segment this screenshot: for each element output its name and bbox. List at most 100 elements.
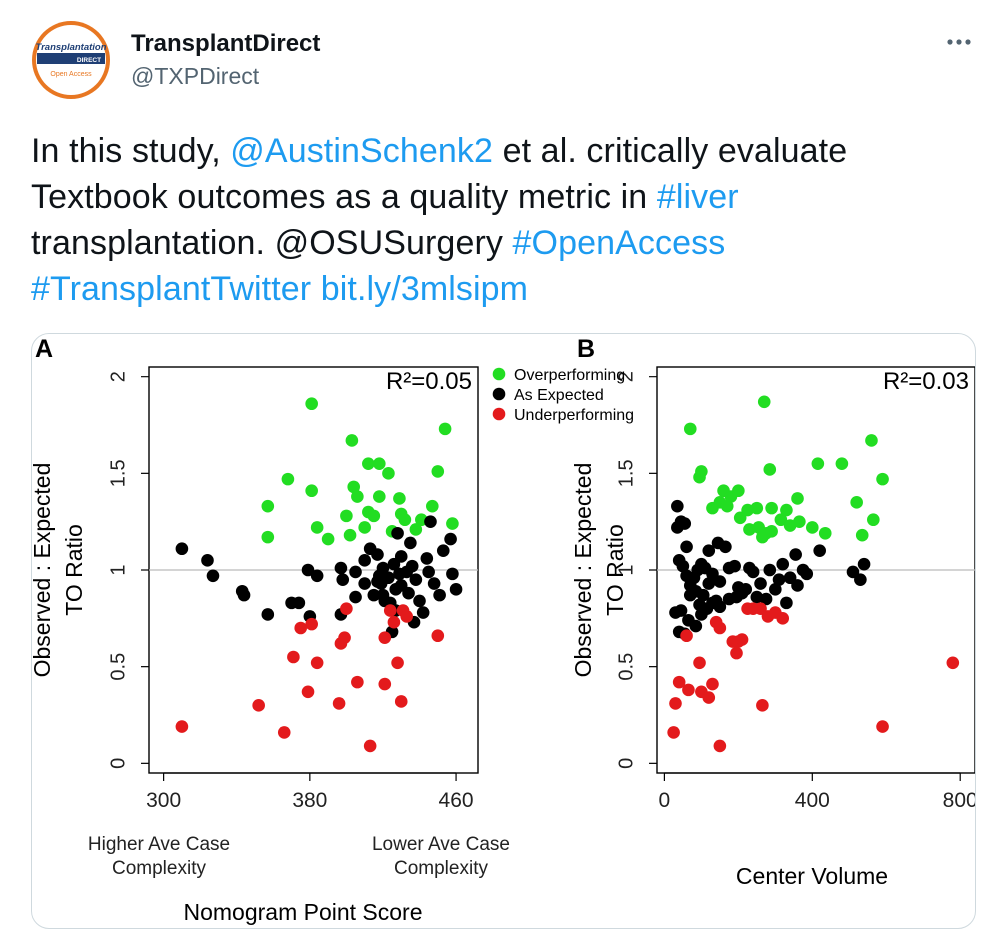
x-tick-label: 800 bbox=[943, 789, 975, 812]
data-point-as-expected bbox=[371, 548, 384, 561]
y-tick-label: 1.5 bbox=[615, 459, 637, 487]
display-name[interactable]: TransplantDirect bbox=[131, 30, 321, 57]
y-tick-label: 2 bbox=[615, 371, 637, 382]
data-point-underperforming bbox=[706, 677, 719, 691]
data-point-as-expected bbox=[391, 526, 404, 540]
data-point-overperforming bbox=[765, 525, 778, 538]
data-point-as-expected bbox=[422, 565, 435, 579]
data-point-underperforming bbox=[378, 677, 392, 691]
data-point-as-expected bbox=[376, 561, 390, 575]
data-point-overperforming bbox=[321, 532, 335, 546]
tweet-link[interactable]: @AustinSchenk2 bbox=[230, 132, 494, 170]
y-axis-label: Observed : Expected bbox=[570, 463, 596, 678]
data-point-as-expected bbox=[702, 544, 716, 557]
data-point-overperforming bbox=[835, 457, 849, 470]
data-point-underperforming bbox=[876, 720, 889, 733]
data-point-underperforming bbox=[669, 697, 682, 710]
data-point-as-expected bbox=[683, 588, 697, 602]
data-point-overperforming bbox=[806, 521, 819, 534]
data-point-overperforming bbox=[850, 496, 863, 509]
data-point-as-expected bbox=[336, 573, 350, 586]
tweet-link[interactable]: #liver bbox=[656, 178, 739, 216]
y-tick-label: 2 bbox=[107, 371, 129, 382]
scatter-figure: 0 0.5 1 1.5 2 300 380 460 R²=0.05 A Observed : Exp… bbox=[32, 335, 975, 925]
tweet-text: In this study, @AustinSchenk2 et al. cri… bbox=[31, 128, 981, 312]
data-point-overperforming bbox=[345, 434, 359, 447]
data-point-underperforming bbox=[667, 726, 680, 739]
data-point-underperforming bbox=[730, 646, 743, 660]
more-options-icon[interactable] bbox=[944, 26, 976, 58]
tweet-text-segment: transplantation. @OSUSurgery bbox=[31, 224, 513, 262]
data-point-as-expected bbox=[292, 596, 306, 610]
x-axis-note-low: Higher Ave Case bbox=[88, 834, 230, 855]
data-point-overperforming bbox=[409, 523, 423, 536]
tweet-link[interactable]: #OpenAccess bbox=[512, 224, 726, 262]
data-point-as-expected bbox=[420, 552, 434, 565]
data-point-as-expected bbox=[739, 583, 753, 596]
data-point-overperforming bbox=[438, 422, 452, 436]
data-point-overperforming bbox=[765, 501, 778, 515]
data-point-overperforming bbox=[446, 517, 459, 530]
data-point-overperforming bbox=[261, 530, 275, 544]
y-tick-label: 0 bbox=[615, 758, 637, 769]
legend-marker bbox=[492, 407, 506, 421]
data-point-as-expected bbox=[427, 577, 441, 590]
data-point-as-expected bbox=[334, 561, 348, 575]
data-point-underperforming bbox=[378, 631, 392, 644]
data-point-as-expected bbox=[671, 499, 684, 513]
panel-label: A bbox=[35, 335, 53, 363]
data-point-as-expected bbox=[446, 567, 459, 581]
data-point-as-expected bbox=[776, 557, 790, 571]
data-point-overperforming bbox=[763, 463, 777, 476]
data-point-as-expected bbox=[433, 588, 446, 602]
y-axis-label: Observed : Expected bbox=[32, 463, 55, 678]
data-point-overperforming bbox=[351, 490, 364, 503]
data-point-overperforming bbox=[261, 499, 275, 513]
avatar[interactable]: Transplantation DIRECT Open Access bbox=[31, 20, 111, 100]
tweet-link[interactable]: #TransplantTwitter bbox=[31, 270, 312, 308]
x-tick-label: 0 bbox=[659, 789, 671, 812]
data-point-underperforming bbox=[702, 691, 716, 704]
data-point-as-expected bbox=[800, 567, 814, 581]
tweet-link[interactable]: bit.ly/3mlsipm bbox=[320, 270, 529, 308]
data-point-as-expected bbox=[367, 588, 381, 602]
data-point-as-expected bbox=[713, 575, 727, 588]
data-point-overperforming bbox=[431, 465, 445, 478]
data-point-overperforming bbox=[398, 513, 412, 527]
tweet-media-figure[interactable]: 0 0.5 1 1.5 2 300 380 460 R²=0.05 A Observed : Exp… bbox=[31, 333, 976, 929]
x-tick-label: 300 bbox=[146, 789, 181, 812]
data-point-as-expected bbox=[769, 583, 782, 596]
data-point-underperforming bbox=[946, 656, 960, 670]
x-axis-note-high: Complexity bbox=[394, 858, 488, 879]
data-point-as-expected bbox=[358, 554, 371, 567]
data-point-underperforming bbox=[713, 621, 727, 635]
data-point-overperforming bbox=[865, 434, 878, 447]
data-point-as-expected bbox=[449, 583, 463, 596]
data-point-underperforming bbox=[301, 685, 315, 699]
data-point-overperforming bbox=[793, 515, 806, 528]
data-point-overperforming bbox=[791, 492, 804, 505]
data-point-underperforming bbox=[672, 675, 686, 689]
data-point-underperforming bbox=[756, 699, 769, 712]
avatar-text-top: Transplantation bbox=[35, 42, 106, 53]
data-point-underperforming bbox=[340, 602, 353, 615]
data-point-as-expected bbox=[730, 590, 743, 604]
data-point-underperforming bbox=[363, 739, 377, 753]
data-point-underperforming bbox=[332, 697, 346, 710]
data-point-overperforming bbox=[732, 484, 745, 498]
legend-marker bbox=[492, 387, 506, 401]
r-squared-annotation: R²=0.03 bbox=[883, 368, 969, 395]
data-point-underperforming bbox=[713, 739, 727, 753]
x-axis-note-high: Lower Ave Case bbox=[372, 834, 510, 855]
data-point-as-expected bbox=[693, 598, 706, 612]
user-handle[interactable]: @TXPDirect bbox=[131, 63, 260, 89]
data-point-as-expected bbox=[409, 573, 423, 586]
data-point-underperforming bbox=[305, 617, 318, 631]
x-tick-label: 400 bbox=[795, 789, 830, 812]
data-point-overperforming bbox=[340, 509, 353, 523]
tweet-text-segment: In this study, bbox=[31, 132, 231, 170]
data-point-overperforming bbox=[358, 521, 371, 534]
data-point-as-expected bbox=[301, 563, 315, 577]
data-point-overperforming bbox=[382, 467, 395, 480]
legend-label: Underperforming bbox=[514, 407, 634, 424]
